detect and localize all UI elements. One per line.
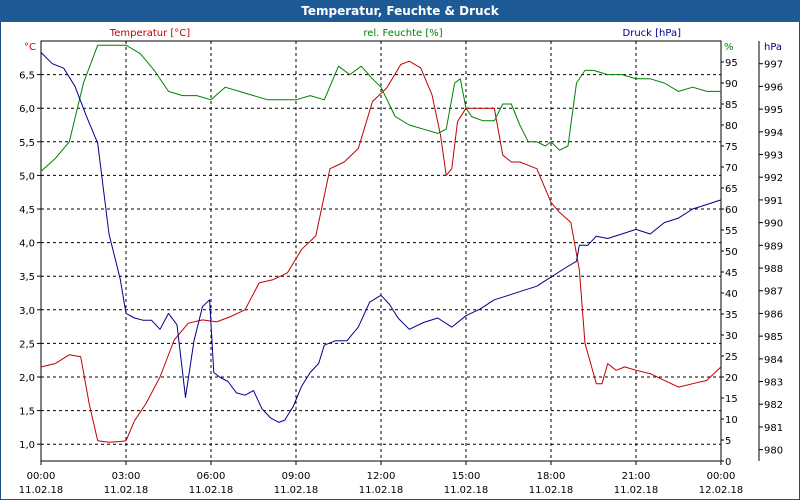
humidity-tick-label: 35 xyxy=(725,310,738,321)
pressure-tick-label: 984 xyxy=(764,355,783,366)
x-tick-time: 21:00 xyxy=(622,471,651,482)
temperature-tick-label: 6,0 xyxy=(19,104,35,115)
x-tick-date: 11.02.18 xyxy=(274,485,319,496)
pressure-tick-label: 988 xyxy=(764,264,783,275)
humidity-tick-label: 95 xyxy=(725,58,738,69)
temperature-tick-label: 1,0 xyxy=(19,440,35,451)
pressure-tick-label: 991 xyxy=(764,196,783,207)
humidity-tick-label: 10 xyxy=(725,415,738,426)
x-tick-time: 06:00 xyxy=(197,471,226,482)
x-tick-date: 11.02.18 xyxy=(359,485,404,496)
pressure-tick-label: 997 xyxy=(764,60,783,71)
pressure-tick-label: 982 xyxy=(764,400,783,411)
pressure-tick-label: 993 xyxy=(764,151,783,162)
pressure-tick-label: 992 xyxy=(764,173,783,184)
x-tick-time: 15:00 xyxy=(452,471,481,482)
temperature-unit: °C xyxy=(24,42,36,53)
pressure-tick-label: 983 xyxy=(764,378,783,389)
humidity-tick-label: 70 xyxy=(725,163,738,174)
humidity-tick-label: 40 xyxy=(725,289,738,300)
temperature-tick-label: 5,5 xyxy=(19,138,35,149)
legend-series-temperature: Temperatur [°C] xyxy=(109,28,190,39)
pressure-unit: hPa xyxy=(764,42,782,53)
humidity-tick-label: 85 xyxy=(725,100,738,111)
pressure-tick-label: 985 xyxy=(764,332,783,343)
humidity-tick-label: 25 xyxy=(725,352,738,363)
humidity-tick-label: 20 xyxy=(725,373,738,384)
series-line-pressure xyxy=(40,52,722,423)
humidity-tick-label: 15 xyxy=(725,394,738,405)
x-tick-time: 12:00 xyxy=(367,471,396,482)
x-tick-time: 09:00 xyxy=(282,471,311,482)
pressure-tick-label: 994 xyxy=(764,128,783,139)
humidity-tick-label: 80 xyxy=(725,121,738,132)
pressure-tick-label: 980 xyxy=(764,446,783,457)
pressure-tick-label: 981 xyxy=(764,423,783,434)
x-tick-date: 11.02.18 xyxy=(189,485,234,496)
humidity-tick-label: 65 xyxy=(725,184,738,195)
series-lines xyxy=(40,44,722,443)
humidity-tick-label: 45 xyxy=(725,268,738,279)
humidity-tick-label: 50 xyxy=(725,247,738,258)
window-title: Temperatur, Feuchte & Druck xyxy=(0,0,800,22)
legend-series-humidity: rel. Feuchte [%] xyxy=(363,28,442,39)
pressure-tick-label: 995 xyxy=(764,105,783,116)
pressure-tick-label: 986 xyxy=(764,309,783,320)
humidity-tick-label: 75 xyxy=(725,142,738,153)
temperature-tick-label: 1,5 xyxy=(19,407,35,418)
temperature-tick-label: 5,0 xyxy=(19,171,35,182)
humidity-tick-label: 30 xyxy=(725,331,738,342)
series-line-temperature xyxy=(40,60,722,443)
x-tick-date: 11.02.18 xyxy=(104,485,149,496)
humidity-tick-label: 90 xyxy=(725,79,738,90)
x-tick-date: 12.02.18 xyxy=(699,485,744,496)
pressure-tick-label: 996 xyxy=(764,82,783,93)
humidity-tick-label: 0 xyxy=(725,457,731,468)
pressure-tick-label: 987 xyxy=(764,287,783,298)
x-tick-date: 11.02.18 xyxy=(19,485,64,496)
legend-series-pressure: Druck [hPa] xyxy=(623,28,682,39)
temperature-tick-label: 3,0 xyxy=(19,306,35,317)
x-tick-time: 03:00 xyxy=(112,471,141,482)
temperature-tick-label: 6,5 xyxy=(19,71,35,82)
humidity-unit: % xyxy=(724,42,734,53)
humidity-tick-label: 5 xyxy=(725,436,731,447)
pressure-tick-label: 990 xyxy=(764,219,783,230)
temperature-tick-label: 3,5 xyxy=(19,272,35,283)
x-tick-time: 00:00 xyxy=(27,471,56,482)
temperature-tick-label: 2,0 xyxy=(19,373,35,384)
temperature-tick-label: 2,5 xyxy=(19,339,35,350)
x-tick-date: 11.02.18 xyxy=(614,485,659,496)
humidity-tick-label: 55 xyxy=(725,226,738,237)
x-tick-date: 11.02.18 xyxy=(444,485,489,496)
temperature-tick-label: 4,5 xyxy=(19,205,35,216)
x-tick-time: 18:00 xyxy=(537,471,566,482)
pressure-tick-label: 989 xyxy=(764,241,783,252)
x-tick-date: 11.02.18 xyxy=(529,485,574,496)
x-tick-time: 00:00 xyxy=(707,471,736,482)
axis-labels: 00:00 11.02.18 03:00 11.02.18 06:00 11.02.18 0… xyxy=(19,28,783,496)
series-line-humidity xyxy=(40,44,721,172)
temperature-tick-label: 4,0 xyxy=(19,239,35,250)
humidity-tick-label: 60 xyxy=(725,205,738,216)
